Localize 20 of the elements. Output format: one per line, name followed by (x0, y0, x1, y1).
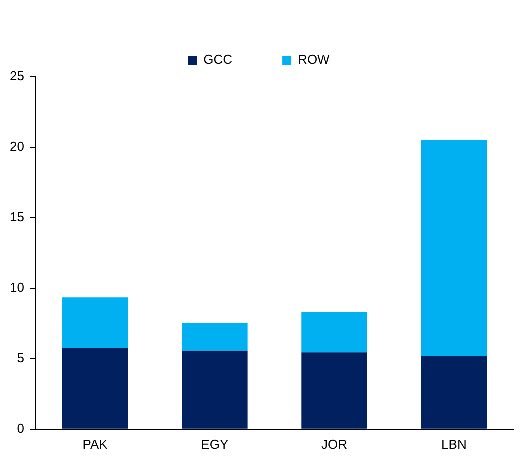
bar (421, 140, 488, 356)
legend-label: ROW (298, 52, 331, 68)
x-tick-label: LBN (442, 436, 467, 452)
bar (62, 298, 128, 348)
bar (302, 352, 368, 429)
bar (182, 323, 248, 351)
x-tick-label: JOR (322, 436, 348, 452)
y-tick-label: 15 (10, 210, 24, 225)
y-tick-label: 5 (17, 350, 24, 366)
bar (302, 312, 368, 353)
bar (62, 348, 128, 429)
bar (182, 350, 248, 429)
legend-label: GCC (204, 52, 233, 68)
x-tick-label: PAK (82, 436, 108, 452)
y-tick-label: 20 (10, 139, 24, 154)
bar (421, 356, 488, 429)
y-tick-label: 0 (17, 420, 24, 436)
x-tick-label: EGY (201, 436, 229, 452)
y-tick-label: 10 (10, 280, 24, 296)
y-tick-label: 25 (10, 68, 24, 84)
